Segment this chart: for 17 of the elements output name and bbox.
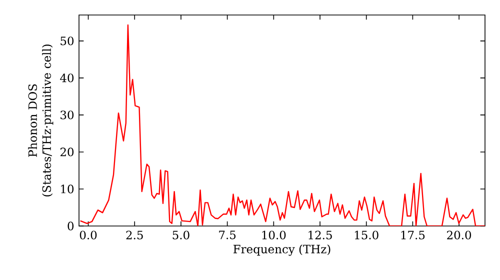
x-tick-label: 7.5 — [219, 230, 236, 240]
x-tick-label: 20.0 — [447, 230, 472, 240]
x-tick-label: 2.5 — [126, 230, 143, 240]
x-tick-label: 15.0 — [354, 230, 378, 240]
y-tick-label: 40 — [60, 74, 74, 82]
x-tick-label: 0.0 — [80, 230, 97, 240]
y-tick-label: 50 — [60, 36, 74, 46]
x-tick-label: 12.5 — [308, 230, 332, 240]
x-axis-title: Frequency (THz) — [233, 244, 330, 256]
y-tick-label: 10 — [61, 184, 74, 194]
x-tick-label: 17.5 — [401, 230, 425, 240]
x-tick-label: 5.0 — [172, 230, 190, 240]
y-tick-label: 30 — [60, 110, 74, 120]
y-axis-title: Phonon DOS (States/THz·primitive cell) — [28, 44, 54, 196]
y-tick-label: 20 — [60, 148, 74, 156]
y-tick-label: 0 — [68, 222, 74, 230]
x-tick-label: 10.0 — [262, 230, 286, 240]
